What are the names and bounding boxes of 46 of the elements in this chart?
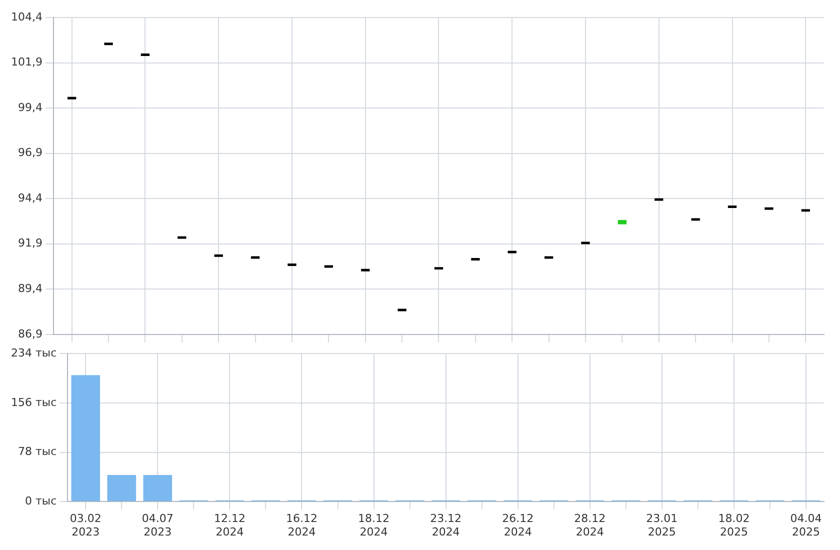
y-tick-label: 156 тыс (10, 396, 57, 409)
y-tick-label: 78 тыс (18, 445, 57, 458)
bar (143, 475, 172, 502)
x-tick-label: 23.12 2024 (430, 512, 462, 538)
x-tick-label: 23.01 2025 (646, 512, 678, 538)
candlestick (288, 263, 296, 266)
candlestick (178, 236, 186, 239)
candlestick (728, 206, 737, 208)
y-tick-label: 89,4 (18, 282, 42, 295)
y-tick-label: 96,9 (18, 146, 42, 160)
candlestick (801, 209, 810, 212)
candlestick (140, 53, 150, 56)
bar (71, 375, 100, 502)
y-tick-label: 94,4 (18, 191, 42, 204)
y-tick-label: 86,9 (18, 327, 42, 340)
candlestick (471, 258, 480, 261)
x-tick-label: 18.12 2024 (358, 512, 390, 538)
bar (107, 475, 136, 502)
candlestick (581, 242, 590, 244)
y-tick-label: 104,4 (10, 10, 42, 24)
y-tick-label: 0 тыс (24, 494, 57, 508)
y-tick-label: 101,9 (10, 56, 42, 69)
x-tick-label: 16.12 2024 (286, 512, 318, 538)
x-tick-label: 28.12 2024 (574, 512, 606, 538)
candlestick (68, 96, 76, 100)
x-tick-label: 04.07 2023 (142, 512, 174, 538)
x-tick-label: 26.12 2024 (502, 512, 534, 538)
candlestick (544, 256, 554, 259)
candlestick (434, 267, 444, 270)
candlestick (214, 254, 223, 257)
x-tick-label: 04.04 2025 (790, 512, 822, 538)
candlestick (398, 308, 406, 312)
y-tick-label: 91,9 (18, 236, 42, 250)
candlestick (654, 198, 664, 201)
x-tick-label: 03.02 2023 (70, 512, 102, 538)
y-tick-label: 234 тыс (10, 346, 57, 360)
candlestick (250, 256, 260, 259)
y-tick-label: 99,4 (18, 100, 42, 114)
candlestick (764, 207, 774, 210)
x-tick-label: 18.02 2025 (718, 512, 750, 538)
candlestick (361, 268, 370, 272)
candlestick (691, 218, 700, 221)
candlestick (104, 42, 113, 46)
candlestick (618, 220, 627, 224)
x-tick-label: 12.12 2024 (214, 512, 246, 538)
candlestick (508, 250, 516, 254)
